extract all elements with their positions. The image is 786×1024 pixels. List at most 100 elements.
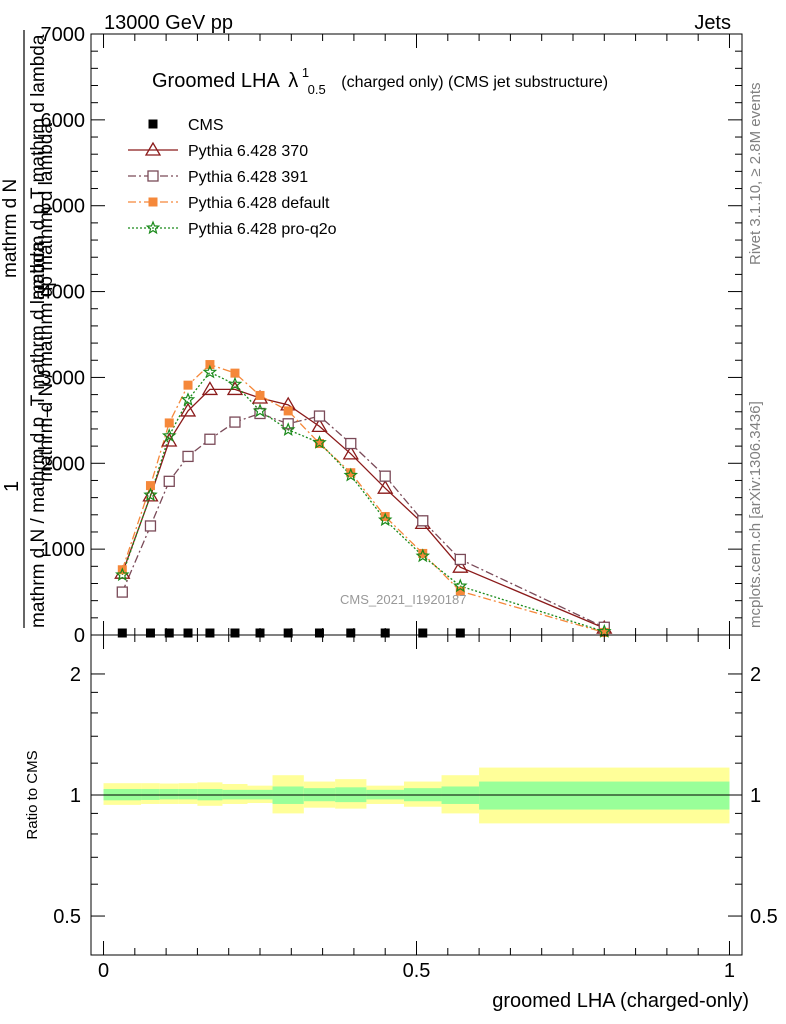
data-point-series-2: [229, 416, 241, 428]
legend-marker: [145, 220, 161, 235]
data-point-series-3: [145, 481, 155, 491]
data-point-series-0: [418, 628, 428, 638]
series-line-4: [121, 371, 605, 633]
data-point-series-4: [115, 567, 130, 582]
data-point-series-3: [599, 627, 609, 637]
x-tick-label: 0: [98, 960, 109, 982]
legend-marker: [148, 119, 158, 129]
data-point-series-3: [230, 368, 240, 378]
y-label-prefactor: 1: [1, 481, 23, 492]
ratio-y-tick-label: 2: [70, 664, 81, 686]
chart-title: Groomed LHA λ 1 0.5 (charged only) (CMS …: [152, 60, 608, 99]
y-tick-label: 5000: [41, 196, 86, 218]
data-point-series-4: [202, 364, 218, 379]
data-point-series-0: [255, 628, 265, 638]
ratio-x-axis: 0 0.5 1: [98, 635, 735, 982]
data-point-series-3: [164, 418, 174, 428]
y-label-dN: mathrm d N: [0, 179, 21, 278]
legend-label: Pythia 6.428 370: [188, 143, 308, 160]
legend-label: Pythia 6.428 pro-q2o: [188, 221, 337, 238]
y-tick-label: 2000: [41, 453, 86, 475]
data-point-series-0: [205, 628, 215, 638]
y-label-dpT: mathrm d p T mathrm d lambda: [28, 34, 49, 300]
data-point-series-1: [179, 402, 197, 417]
data-point-series-4: [415, 548, 431, 563]
data-point-series-1: [201, 381, 219, 396]
data-point-series-4: [252, 403, 268, 418]
main-plot-panel: 0 1000 2000 3000 4000 5000 6000 7000 Groomed LH…: [0, 24, 743, 647]
legend-marker: [147, 170, 159, 182]
data-point-series-4: [227, 376, 243, 391]
mcplots-reference-label: mcplots.cern.ch [arXiv:1306.3436]: [747, 401, 764, 628]
ratio-y-tick-label-right: 2: [750, 664, 761, 686]
ratio-uncertainty-bands: [103, 767, 730, 824]
legend: CMS Pythia 6.428 370 Pythia 6.428 391 Pythi…: [128, 117, 337, 238]
data-point-series-1: [452, 558, 469, 573]
data-point-series-0: [283, 628, 293, 638]
legend-label: CMS: [188, 117, 224, 134]
data-point-series-1: [311, 418, 328, 433]
series-line-2: [121, 412, 605, 628]
data-point-series-4: [597, 623, 612, 638]
data-point-series-3: [418, 548, 428, 558]
legend-marker: [144, 141, 162, 156]
data-point-series-3: [283, 406, 293, 416]
data-point-series-0: [380, 628, 390, 638]
data-point-series-1: [342, 445, 359, 460]
data-point-series-2: [204, 433, 216, 445]
data-point-series-2: [379, 470, 391, 482]
x-tick-label: 0.5: [403, 960, 431, 982]
x-tick-label: 1: [724, 960, 735, 982]
ratio-plot-panel: 0.5 0.5 1 1 2 2 0 0.5 1 Ratio to CMS groomed LH…: [24, 634, 778, 1012]
data-point-series-3: [380, 512, 390, 522]
main-y-axis: 0 1000 2000 3000 4000 5000 6000 7000: [41, 24, 742, 647]
data-point-series-3: [255, 390, 265, 400]
data-point-series-2: [163, 475, 175, 487]
ratio-y-axis-label: Ratio to CMS: [24, 750, 41, 839]
y-tick-label: 3000: [41, 367, 86, 389]
ratio-y-tick-label-right: 1: [750, 785, 761, 807]
y-label-numerator: mathrm d N / mathrm dp mathrm d lambda: [36, 123, 57, 482]
data-point-series-4: [453, 578, 468, 593]
data-point-series-0: [455, 628, 465, 638]
data-point-series-2: [454, 553, 466, 566]
main-y-axis-label: 1 mathrm d N / mathrm d p_T mathrm d lam…: [0, 30, 57, 628]
data-point-series-3: [183, 380, 193, 390]
series-line-3: [121, 363, 605, 634]
data-point-series-4: [312, 435, 327, 449]
data-point-series-0: [145, 628, 155, 638]
y-tick-label: 7000: [41, 24, 86, 46]
ratio-band-inner: [159, 788, 179, 800]
y-tick-label: 6000: [41, 110, 86, 132]
data-point-series-4: [377, 512, 393, 527]
rivet-version-label: Rivet 3.1.10, ≥ 2.8M events: [747, 83, 764, 266]
ratio-y-tick-label-right: 0.5: [750, 906, 778, 928]
ratio-band-inner: [141, 788, 160, 800]
y-tick-label: 1000: [41, 539, 86, 561]
data-point-series-1: [226, 381, 244, 396]
y-tick-label: 4000: [41, 282, 86, 304]
data-point-series-0: [346, 628, 356, 638]
data-point-series-2: [345, 437, 357, 450]
data-point-series-0: [164, 628, 174, 638]
legend-label: Pythia 6.428 391: [188, 169, 308, 186]
data-point-series-2: [417, 515, 429, 527]
data-point-series-2: [182, 450, 194, 463]
data-point-series-4: [143, 487, 158, 502]
data-point-series-0: [183, 628, 193, 638]
x-axis-label: groomed LHA (charged-only): [492, 990, 749, 1012]
data-point-series-2: [144, 520, 157, 532]
data-point-series-4: [180, 392, 196, 406]
data-point-series-2: [116, 586, 128, 598]
ratio-y-axis: 0.5 0.5 1 1 2 2: [53, 664, 778, 956]
data-point-series-1: [377, 479, 394, 494]
header-right: Jets: [694, 12, 731, 34]
data-point-series-4: [161, 428, 177, 443]
data-point-series-3: [346, 468, 356, 478]
data-point-series-0: [117, 628, 127, 638]
legend-marker: [148, 197, 158, 207]
data-point-series-0: [230, 628, 240, 638]
data-point-series-4: [343, 467, 359, 482]
series-markers: [114, 360, 613, 638]
